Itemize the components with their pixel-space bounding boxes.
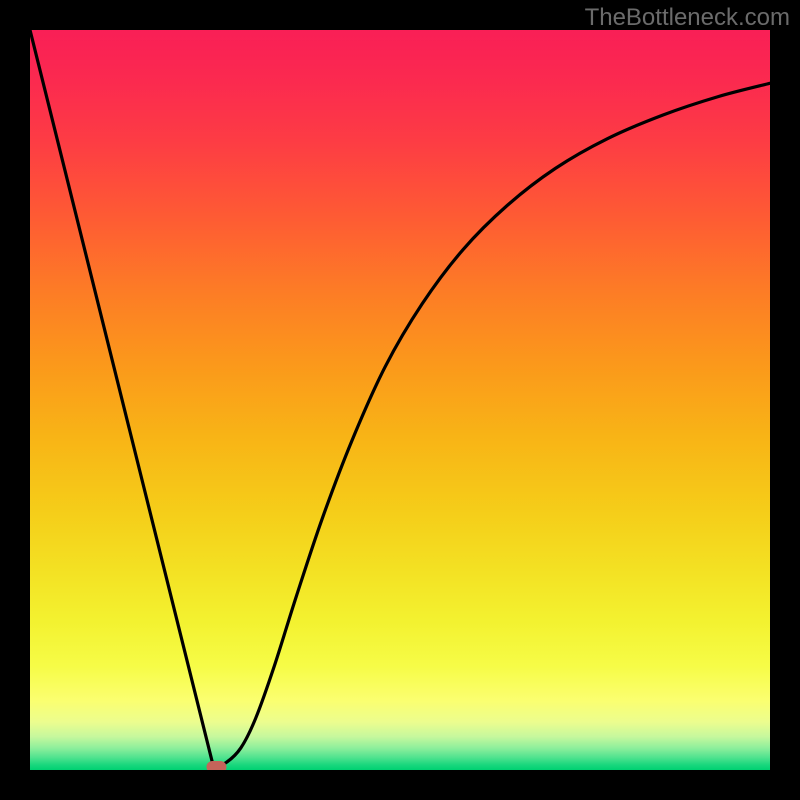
watermark-text: TheBottleneck.com — [585, 4, 790, 32]
optimum-marker — [206, 761, 226, 770]
plot-svg — [30, 30, 770, 770]
chart-root: TheBottleneck.com — [0, 0, 800, 800]
plot-area — [30, 30, 770, 770]
gradient-background — [30, 30, 770, 770]
